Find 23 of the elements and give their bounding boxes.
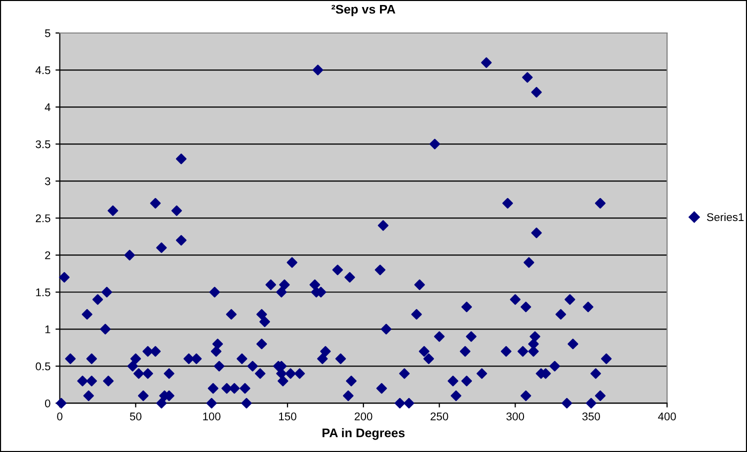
x-tick-label: 50 [130,412,142,420]
y-tick-label: 2 [45,251,50,260]
y-tick-label: 5 [45,29,50,38]
y-tick-label: 3.5 [36,140,50,148]
chart-title: ²Sep vs PA [332,4,396,16]
x-tick-label: 350 [582,412,600,420]
y-tick-label: 1.5 [36,288,50,296]
y-tick-label: 1 [45,326,50,334]
x-tick-label: 150 [279,412,296,420]
y-tick-label: 0 [44,399,50,408]
y-tick-label: 4 [44,103,50,112]
x-tick-label: 400 [658,412,676,420]
y-tick-label: 4.5 [36,66,50,74]
y-tick-label: 3 [44,177,50,186]
x-tick-label: 250 [430,412,448,420]
legend-label: Series1 [706,212,744,222]
y-tick-label: 0.5 [36,362,50,370]
y-tick-label: 2.5 [36,214,50,222]
x-tick-label: 300 [506,412,524,420]
x-tick-label: 200 [354,412,372,420]
x-tick-label: 0 [57,412,62,420]
x-axis-title: PA in Degrees [322,428,405,440]
x-tick-label: 100 [203,412,220,420]
